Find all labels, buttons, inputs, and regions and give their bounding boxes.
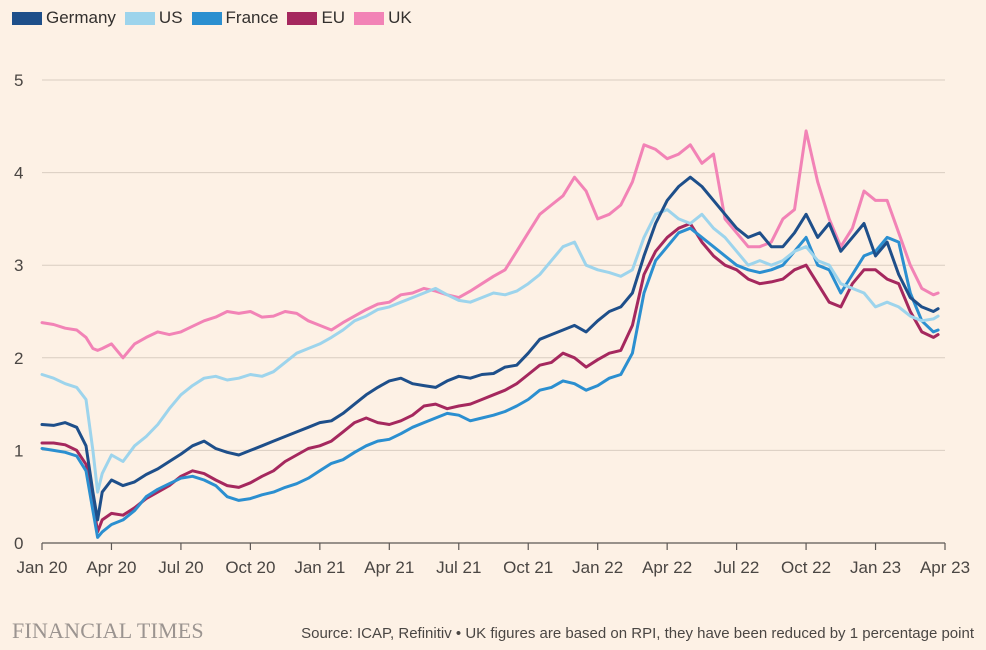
series-line-germany xyxy=(40,175,940,522)
series-line-uk xyxy=(40,129,940,360)
y-tick-label: 3 xyxy=(14,256,23,275)
legend-swatch xyxy=(354,11,385,25)
series-line-eu xyxy=(40,222,940,534)
x-tick-label: Jan 20 xyxy=(16,558,67,577)
y-tick-label: 2 xyxy=(14,349,23,368)
legend-item-germany: Germany xyxy=(12,8,116,28)
x-tick-label: Apr 23 xyxy=(920,558,970,577)
y-tick-label: 1 xyxy=(14,441,23,460)
line-chart: 0 1 2 3 4 5 Jan 20 Apr 20 Jul 20 Oct 20 Jan 21 Apr … xyxy=(14,71,970,577)
x-tick-label: Oct 22 xyxy=(781,558,831,577)
legend-swatch xyxy=(12,11,42,25)
legend-label: EU xyxy=(321,8,346,27)
legend-swatch xyxy=(124,11,155,25)
series-line-us xyxy=(40,208,940,494)
x-tick-label: Oct 20 xyxy=(225,558,275,577)
x-tick-label: Jul 20 xyxy=(158,558,203,577)
legend-label: France xyxy=(225,8,279,27)
legend-item-us: US xyxy=(124,8,183,28)
x-tick-label: Apr 20 xyxy=(86,558,136,577)
series-line-france xyxy=(40,226,940,539)
x-tick-label: Apr 21 xyxy=(364,558,414,577)
x-tick-label: Jul 21 xyxy=(436,558,481,577)
legend-swatch xyxy=(191,11,222,25)
legend-item-france: France xyxy=(191,8,279,28)
x-tick-label: Jul 22 xyxy=(714,558,759,577)
legend-item-eu: EU xyxy=(287,8,345,28)
source-note: Source: ICAP, Refinitiv • UK figures are… xyxy=(301,625,974,642)
legend-label: Germany xyxy=(46,8,116,27)
legend-label: US xyxy=(158,8,183,27)
legend: Germany US France EU UK xyxy=(12,8,421,28)
legend-item-uk: UK xyxy=(354,8,412,28)
legend-swatch xyxy=(287,11,318,25)
x-tick-label: Jan 23 xyxy=(850,558,901,577)
ft-logo: FINANCIAL TIMES xyxy=(12,618,204,643)
x-tick-label: Oct 21 xyxy=(503,558,553,577)
footer: FINANCIAL TIMES Source: ICAP, Refinitiv … xyxy=(12,618,974,644)
y-tick-label: 5 xyxy=(14,71,23,90)
y-tick-label: 0 xyxy=(14,534,23,553)
x-tick-label: Jan 21 xyxy=(294,558,345,577)
legend-label: UK xyxy=(388,8,412,27)
y-tick-label: 4 xyxy=(14,164,23,183)
x-tick-label: Apr 22 xyxy=(642,558,692,577)
x-tick-label: Jan 22 xyxy=(572,558,623,577)
